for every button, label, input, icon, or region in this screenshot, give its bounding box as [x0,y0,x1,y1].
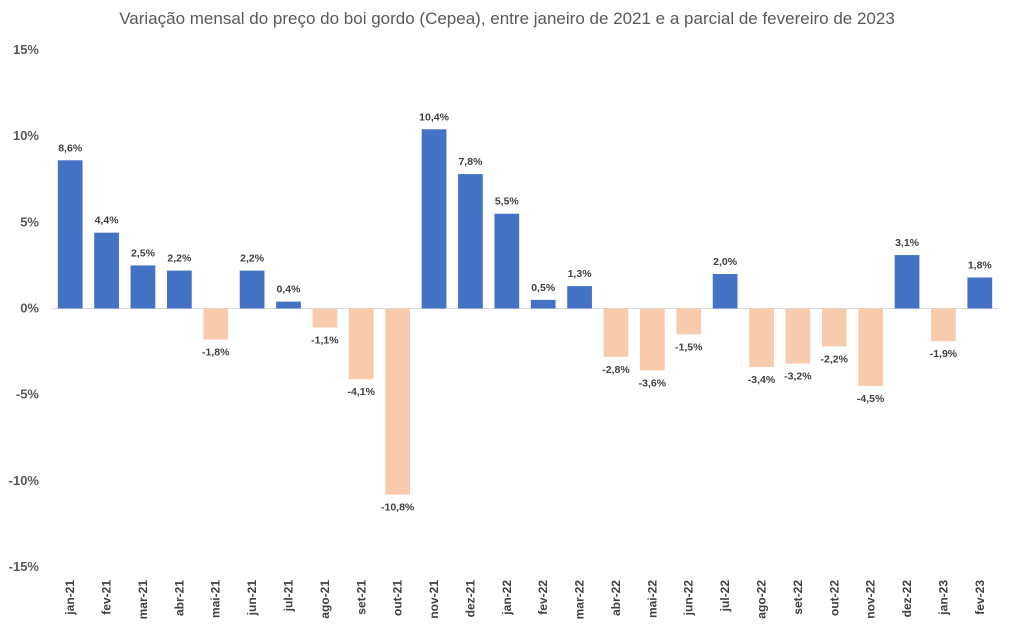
x-tick-label: ago-21 [318,580,332,619]
x-tick-label: abr-22 [609,580,623,616]
data-label: 10,4% [419,111,449,123]
bar [312,308,338,328]
bar [639,308,665,371]
bar [94,232,119,309]
data-label: -1,1% [311,334,339,346]
x-tick-label: jan-21 [63,580,77,616]
y-tick-label: 0% [20,301,39,316]
data-label: -1,8% [202,347,230,359]
bar [239,270,265,309]
x-tick-label: mai-22 [645,580,659,618]
x-tick-label: jul-22 [718,580,732,613]
data-label: 4,4% [95,215,120,227]
bar [567,286,592,309]
bar [203,308,229,340]
data-label: 2,0% [713,256,738,268]
data-label: 7,8% [458,156,483,168]
bar [749,308,774,368]
x-tick-label: fev-21 [100,580,114,615]
data-label: -10,8% [381,502,415,514]
chart-title: Variação mensal do preço do boi gordo (C… [119,9,895,28]
bar [421,129,447,309]
bar [785,308,811,364]
data-label: -2,8% [602,364,630,376]
x-tick-label: jan-23 [936,580,950,616]
data-label: -3,6% [639,378,667,390]
x-tick-label: mar-22 [573,580,587,620]
bar [712,274,738,309]
bar [530,299,556,309]
data-label: -1,9% [930,348,958,360]
data-label: 8,6% [58,142,83,154]
bar [130,265,156,309]
x-tick-label: dez-21 [463,580,477,618]
x-tick-label: jul-21 [282,580,296,613]
x-tick-label: set-22 [791,580,805,615]
y-tick-label: 15% [13,42,39,57]
y-tick-label: -5% [16,387,40,402]
x-tick-label: ago-22 [755,580,769,619]
bar [276,301,301,309]
bar [931,308,956,342]
data-label: 5,5% [495,196,520,208]
bar [894,255,920,309]
bar [967,277,993,309]
data-label: -4,5% [857,393,885,405]
bar [458,174,483,309]
data-label: -2,2% [821,353,849,365]
bar [57,160,83,309]
x-tick-label: abr-21 [172,580,186,616]
data-label: 2,2% [167,253,192,265]
x-tick-label: mai-21 [209,580,223,618]
data-label: 0,5% [531,282,556,294]
data-label: -4,1% [348,386,376,398]
data-label: 1,8% [968,259,993,271]
y-tick-label: 5% [20,214,39,229]
x-tick-label: out-21 [391,580,405,616]
data-label: 3,1% [895,237,920,249]
bar [166,270,192,309]
data-label: 2,2% [240,253,265,265]
data-label: -1,5% [675,341,703,353]
x-tick-label: jan-22 [500,580,514,616]
bar [603,308,629,357]
bar [348,308,374,380]
x-tick-label: jun-21 [245,580,259,617]
bar [821,308,847,347]
x-tick-label: set-21 [354,580,368,615]
bar [385,308,411,495]
x-tick-label: jun-22 [682,580,696,617]
y-tick-label: -15% [9,559,40,574]
x-tick-label: fev-22 [536,580,550,615]
x-tick-label: nov-22 [864,580,878,619]
y-tick-label: 10% [13,128,39,143]
data-label: -3,4% [748,374,776,386]
x-tick-label: out-22 [827,580,841,616]
bar [858,308,884,387]
data-label: 0,4% [277,284,302,296]
bar [494,213,520,309]
data-label: -3,2% [784,371,812,383]
bar [676,308,702,335]
x-tick-label: nov-21 [427,580,441,619]
data-label: 2,5% [131,247,156,259]
data-label: 1,3% [568,268,593,280]
x-tick-label: fev-23 [973,580,987,615]
x-tick-label: dez-22 [900,580,914,618]
y-tick-label: -10% [9,473,40,488]
x-tick-label: mar-21 [136,580,150,620]
